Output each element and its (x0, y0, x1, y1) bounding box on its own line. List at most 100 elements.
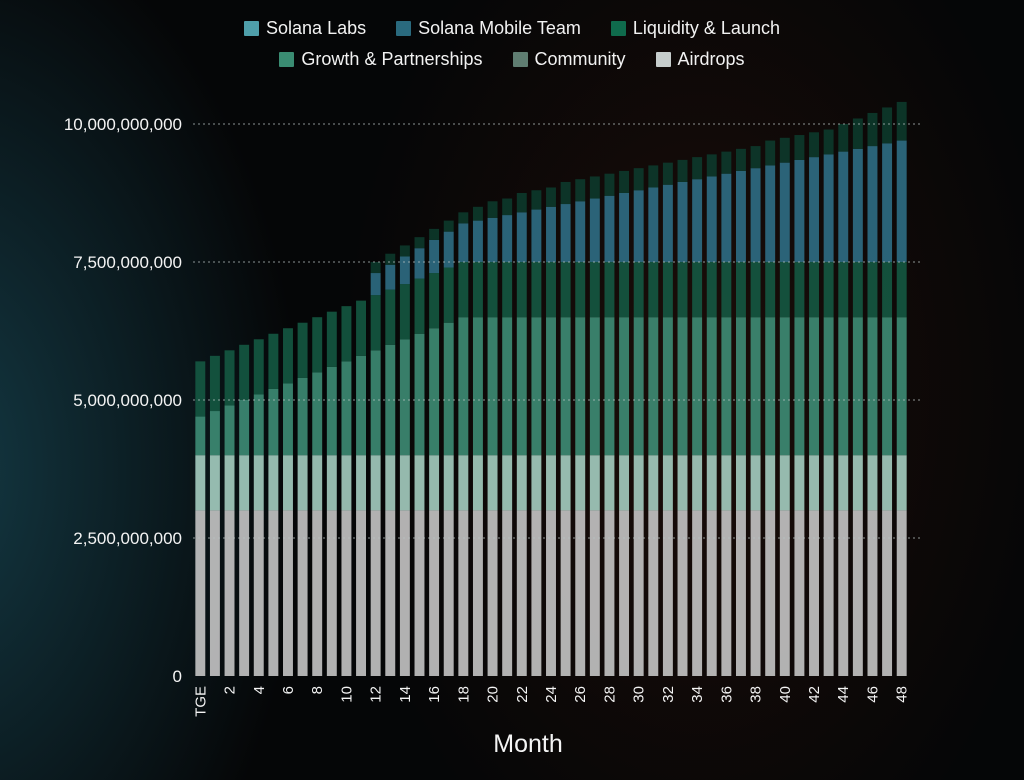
bar-segment-growth-partnerships-40 (779, 317, 790, 456)
bar-segment-airdrops-21 (502, 510, 513, 676)
bar-segment-community-25 (560, 455, 571, 511)
bar-segment-liquidity-launch-8 (312, 317, 323, 373)
bar-segment-solana-mobile-team-18 (458, 223, 469, 262)
x-tick-label-30: 30 (631, 686, 648, 703)
bar-segment-liquidity-launch-34 (692, 262, 703, 318)
bar-segment-solana-mobile-team-12 (370, 273, 381, 296)
bar-segment-airdrops-8 (312, 510, 323, 676)
bar-segment-solana-labs-48 (896, 101, 907, 141)
bar-segment-community-47 (882, 455, 893, 511)
bar-segment-solana-labs-42 (809, 132, 819, 158)
bar-segment-community-41 (794, 455, 805, 511)
bar-segment-growth-partnerships-24 (546, 317, 556, 456)
bar-segment-airdrops-31 (648, 510, 659, 676)
x-tick-label-40: 40 (777, 686, 794, 703)
y-tick-label-1: 2,500,000,000 (73, 529, 182, 548)
x-tick-label-18: 18 (455, 686, 472, 703)
bar-segment-solana-mobile-team-28 (604, 195, 615, 262)
bar-segment-solana-mobile-team-32 (662, 184, 673, 262)
bar-segment-community-38 (750, 455, 761, 511)
bar-segment-liquidity-launch-TGE (195, 361, 206, 417)
bar-segment-growth-partnerships-6 (283, 383, 293, 456)
x-tick-label-4: 4 (251, 686, 268, 694)
bar-segment-solana-labs-23 (531, 190, 542, 210)
bar-segment-liquidity-launch-1 (209, 355, 220, 412)
bar-segment-airdrops-41 (794, 510, 805, 676)
bar-segment-airdrops-37 (735, 510, 746, 676)
bar-segment-growth-partnerships-36 (721, 317, 732, 456)
bar-segment-airdrops-13 (385, 510, 396, 676)
bar-segment-growth-partnerships-48 (896, 317, 907, 456)
bar-segment-airdrops-22 (516, 510, 527, 676)
bar-segment-solana-labs-31 (648, 165, 659, 188)
x-tick-label-6: 6 (280, 686, 297, 694)
bar-segment-solana-labs-26 (575, 179, 586, 202)
x-tick-label-14: 14 (397, 686, 414, 703)
bar-segment-community-21 (502, 455, 513, 511)
bar-segment-solana-mobile-team-20 (487, 217, 498, 262)
bar-segment-community-8 (312, 455, 323, 511)
bar-segment-growth-partnerships-11 (356, 355, 367, 456)
bar-segment-liquidity-launch-38 (750, 262, 761, 318)
bar-segment-solana-mobile-team-35 (706, 176, 717, 262)
bar-segment-liquidity-launch-15 (414, 278, 425, 334)
bar-segment-growth-partnerships-47 (882, 317, 893, 456)
bar-segment-community-40 (779, 455, 790, 511)
x-tick-label-22: 22 (514, 686, 531, 703)
bar-segment-community-23 (531, 455, 542, 511)
bar-segment-growth-partnerships-37 (735, 317, 746, 456)
bar-segment-airdrops-7 (297, 510, 308, 676)
bar-segment-solana-labs-17 (443, 220, 454, 232)
bar-segment-solana-labs-29 (619, 170, 630, 193)
bar-segment-airdrops-44 (838, 510, 849, 676)
bar-segment-community-33 (677, 455, 688, 511)
bar-segment-growth-partnerships-12 (370, 350, 381, 456)
bar-segment-solana-labs-14 (399, 245, 410, 257)
x-axis-label: Month (493, 730, 562, 758)
bar-segment-growth-partnerships-42 (809, 317, 819, 456)
bar-segment-growth-partnerships-19 (472, 317, 483, 456)
bar-segment-liquidity-launch-48 (896, 262, 907, 318)
bar-segment-liquidity-launch-40 (779, 262, 790, 318)
bar-segment-solana-mobile-team-21 (502, 215, 513, 262)
bar-segment-community-19 (472, 455, 483, 511)
bar-segment-growth-partnerships-23 (531, 317, 542, 456)
bar-segment-community-13 (385, 455, 396, 511)
bar-segment-solana-mobile-team-26 (575, 201, 586, 262)
bar-segment-solana-labs-41 (794, 135, 805, 160)
legend-label-community: Community (534, 49, 626, 69)
bar-segment-solana-labs-27 (589, 176, 600, 199)
bar-segment-community-37 (735, 455, 746, 511)
bar-segment-liquidity-launch-18 (458, 262, 469, 318)
bar-segment-solana-labs-25 (560, 181, 571, 205)
legend-item-airdrops: Airdrops (655, 49, 745, 70)
bar-segment-community-26 (575, 455, 586, 511)
bar-segment-airdrops-34 (692, 510, 703, 676)
chart-legend: Solana Labs Solana Mobile Team Liquidity… (0, 18, 1024, 70)
x-axis-tick-labels: TGE 2 4 6 8 10 12 14 16 18 20 22 24 26 28 30 32 34 36 38 40 4… (192, 686, 910, 717)
bar-segment-community-20 (487, 455, 498, 511)
bar-segment-community-12 (370, 455, 381, 511)
bar-segment-liquidity-launch-9 (326, 311, 337, 367)
bar-segment-solana-mobile-team-15 (414, 248, 425, 279)
bar-segment-airdrops-30 (633, 510, 644, 676)
bar-segment-liquidity-launch-20 (487, 262, 498, 318)
bar-segment-solana-mobile-team-29 (619, 193, 630, 262)
bar-segment-growth-partnerships-34 (692, 317, 703, 456)
bar-stacks (195, 101, 907, 676)
bar-segment-liquidity-launch-24 (546, 262, 556, 318)
bar-segment-community-1 (209, 455, 220, 511)
bar-segment-community-39 (765, 455, 776, 511)
bar-segment-community-24 (546, 455, 556, 511)
bar-segment-solana-labs-28 (604, 173, 615, 196)
bar-segment-airdrops-29 (619, 510, 630, 676)
bar-segment-liquidity-launch-6 (283, 328, 293, 384)
bar-segment-growth-partnerships-1 (209, 411, 220, 456)
legend-row-2: Growth & Partnerships Community Airdrops (279, 49, 745, 70)
bar-segment-growth-partnerships-33 (677, 317, 688, 456)
x-tick-label-38: 38 (748, 686, 765, 703)
bar-segment-liquidity-launch-35 (706, 262, 717, 318)
bar-segment-community-48 (896, 455, 907, 511)
bar-segment-airdrops-33 (677, 510, 688, 676)
bar-segment-solana-mobile-team-36 (721, 173, 732, 262)
